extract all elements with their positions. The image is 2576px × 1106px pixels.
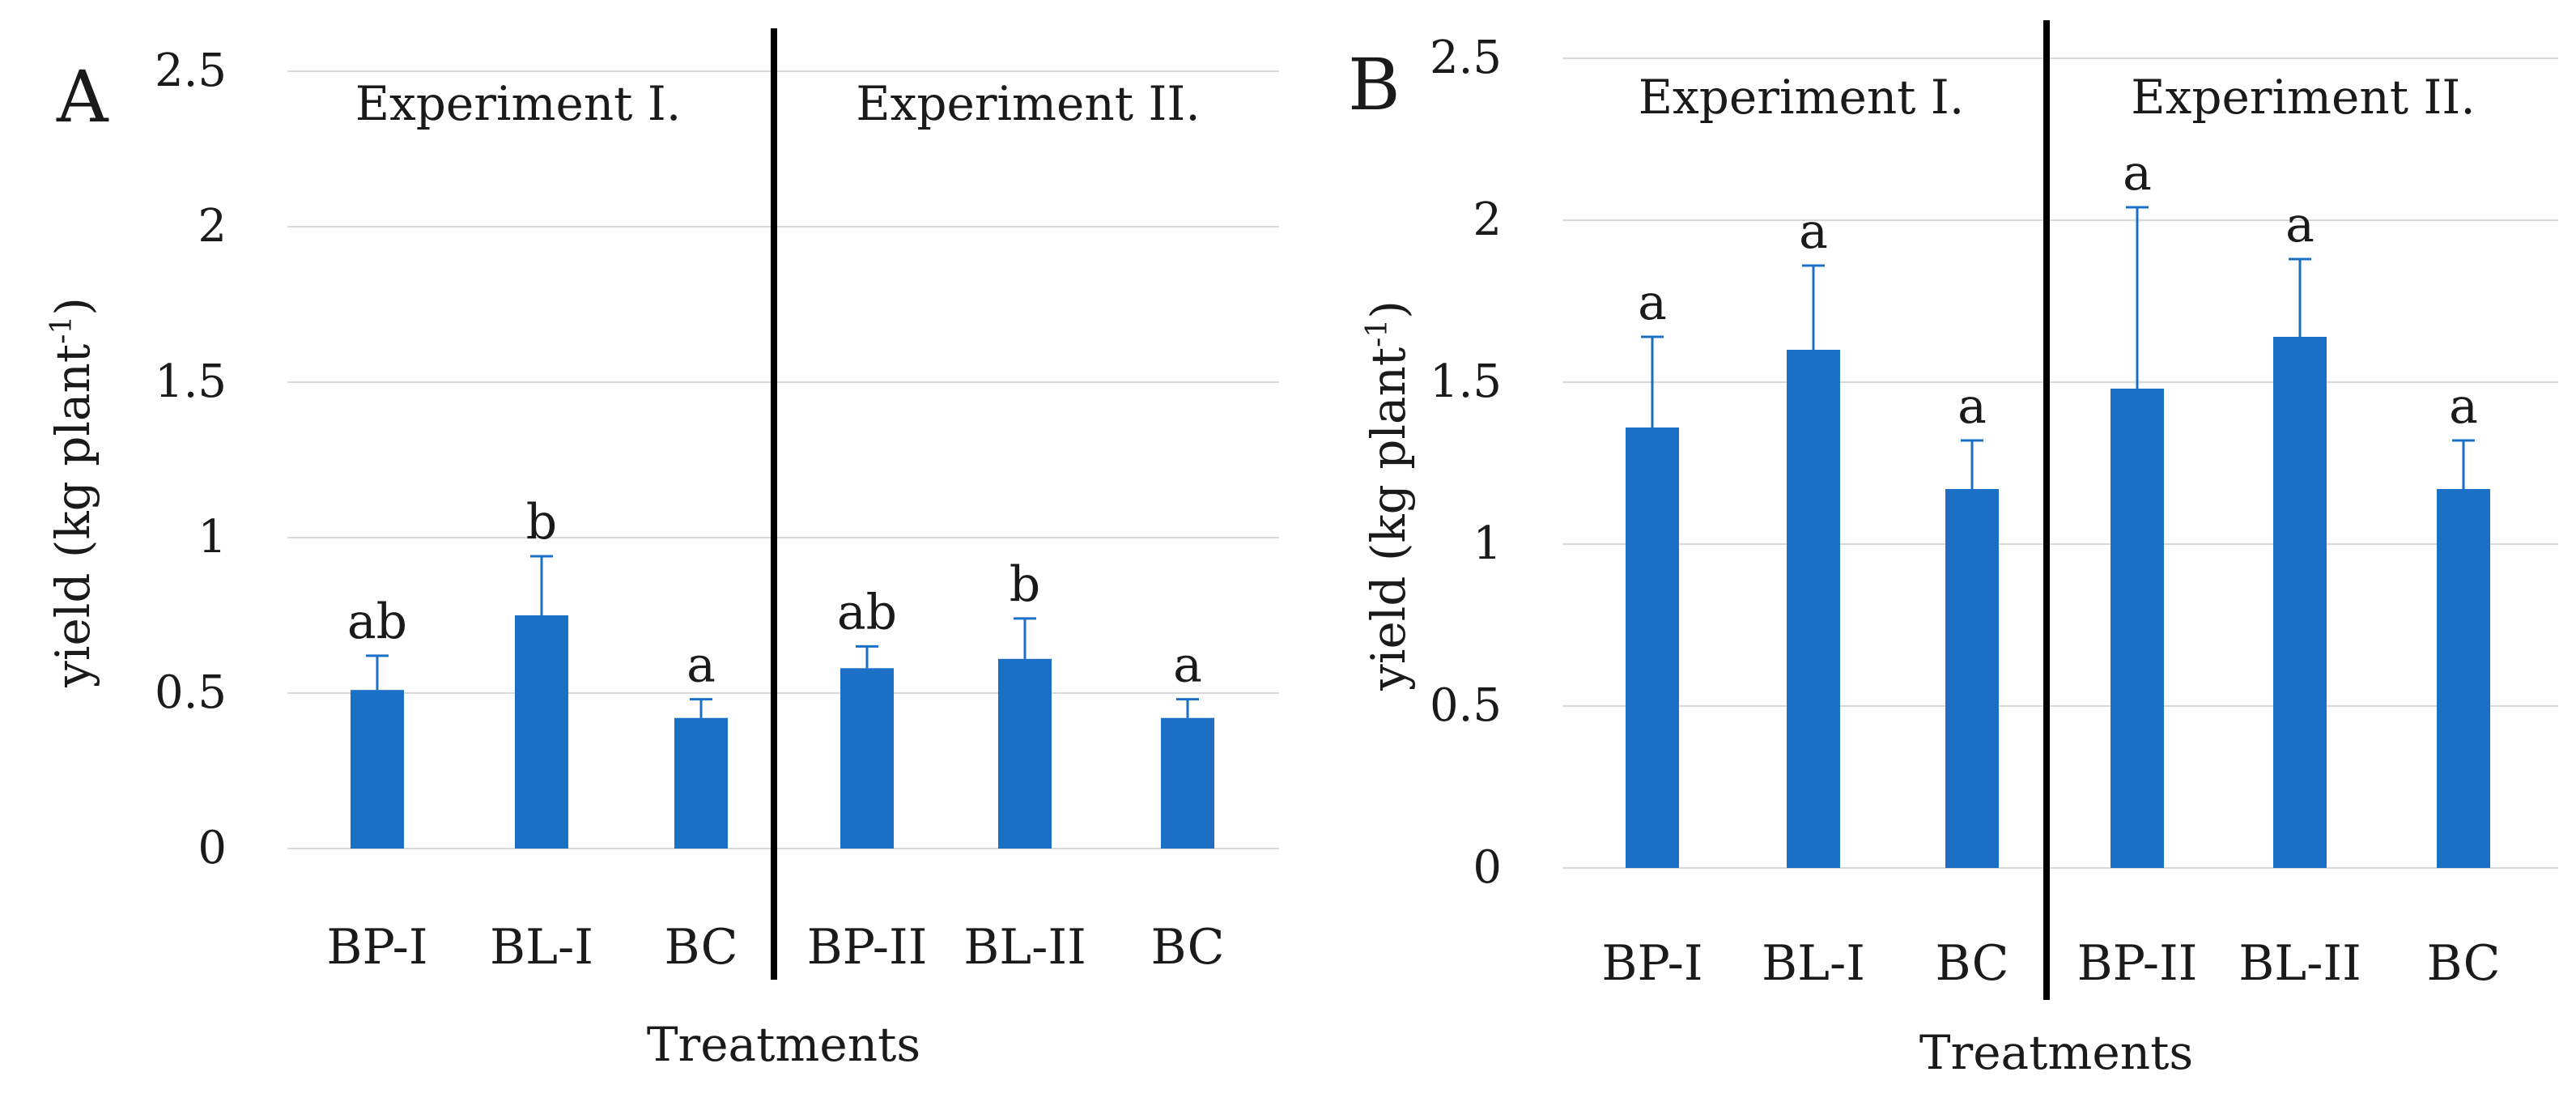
- panel-letter: A: [56, 55, 109, 138]
- y-tick-label: 2.5: [155, 45, 227, 97]
- x-tick-label: BP-I: [1601, 935, 1702, 992]
- bar-bp-ii: [2111, 389, 2164, 868]
- bar-bl-ii: [2273, 337, 2327, 868]
- x-tick-label: BL-I: [1762, 935, 1865, 992]
- bar-bc: [1945, 489, 1999, 868]
- x-tick-label: BC: [664, 919, 738, 976]
- error-bar: [1176, 698, 1199, 718]
- y-axis-title-superscript: -1: [1361, 319, 1394, 347]
- bar-bp-ii: [840, 668, 894, 849]
- experiment-label: Experiment II.: [856, 76, 1200, 131]
- error-bar: [2452, 439, 2475, 489]
- x-tick-label: BP-I: [326, 919, 427, 976]
- bar-bl-i: [515, 615, 568, 849]
- bar-bp-i: [1626, 428, 1679, 868]
- x-tick-label: BL-II: [2238, 935, 2361, 992]
- y-tick-label: 2: [1473, 194, 1502, 246]
- y-tick-label: 0: [198, 822, 227, 874]
- x-tick-label: BL-I: [490, 919, 593, 976]
- y-axis-title-close: ): [45, 297, 100, 316]
- chart-panel-a: 0 0.5 1 1.5 2 2.5 ab BP-I b BL-I a BC ab BP-II b BL-II a…: [45, 28, 1279, 1072]
- y-axis-title-main: yield (kg plant: [45, 344, 100, 688]
- error-bar: [856, 644, 878, 669]
- x-tick-label: BC: [1150, 919, 1224, 976]
- x-axis-title: Treatments: [1919, 1025, 2193, 1080]
- y-tick-label: 1: [1473, 517, 1502, 570]
- significance-label: a: [2123, 145, 2152, 202]
- significance-label: a: [1173, 637, 1202, 694]
- error-bar: [2289, 257, 2311, 337]
- bar-bl-ii: [998, 658, 1052, 849]
- significance-label: a: [2449, 378, 2478, 435]
- significance-label: b: [1010, 556, 1040, 613]
- y-tick-label: 2.5: [1430, 32, 1502, 84]
- y-tick-label: 0.5: [155, 666, 227, 719]
- y-tick-label: 0: [1473, 841, 1502, 894]
- y-axis-title: yield (kg plant-1): [1361, 300, 1416, 691]
- y-tick-label: 1.5: [155, 355, 227, 408]
- x-tick-label: BL-II: [963, 919, 1086, 976]
- panel-letter: B: [1348, 43, 1401, 126]
- y-axis-title-superscript: -1: [45, 316, 79, 344]
- significance-label: a: [1638, 274, 1667, 331]
- error-bar: [1961, 439, 1983, 489]
- significance-label: a: [2285, 197, 2315, 253]
- error-bar: [1802, 264, 1825, 350]
- error-bar: [530, 555, 553, 615]
- y-axis-title: yield (kg plant-1): [45, 297, 100, 688]
- bar-bp-i: [351, 690, 404, 849]
- y-tick-label: 0.5: [1430, 679, 1502, 732]
- error-bar: [1014, 617, 1036, 659]
- chart-panel-b: 0 0.5 1 1.5 2 2.5 a BP-I a BL-I a BC a BP-II a BL-II a BC…: [1348, 20, 2558, 1080]
- x-tick-label: BP-II: [2077, 935, 2198, 992]
- bar-bl-i: [1787, 350, 1840, 868]
- experiment-label: Experiment II.: [2131, 70, 2475, 125]
- error-bar: [690, 698, 712, 718]
- significance-label: a: [1958, 378, 1987, 435]
- significance-label: ab: [837, 584, 897, 640]
- y-tick-label: 1: [198, 511, 227, 564]
- error-bar: [1641, 335, 1664, 428]
- y-tick-label: 1.5: [1430, 355, 1502, 408]
- bar-bc: [674, 717, 728, 849]
- x-tick-label: BP-II: [807, 919, 928, 976]
- significance-label: a: [687, 637, 716, 694]
- x-tick-label: BC: [1935, 935, 2009, 992]
- bar-bc: [1161, 717, 1214, 849]
- y-axis-title-close: ): [1361, 300, 1416, 319]
- y-tick-label: 2: [198, 200, 227, 253]
- x-axis-title: Treatments: [647, 1017, 920, 1072]
- x-tick-label: BC: [2426, 935, 2500, 992]
- error-bar: [366, 654, 389, 691]
- experiment-label: Experiment I.: [1639, 70, 1965, 125]
- error-bar: [2126, 206, 2149, 389]
- significance-label: b: [526, 494, 557, 551]
- significance-label: a: [1799, 203, 1828, 260]
- experiment-label: Experiment I.: [355, 76, 682, 131]
- significance-label: ab: [347, 593, 407, 650]
- y-axis-title-main: yield (kg plant: [1361, 347, 1416, 691]
- bar-bc: [2437, 489, 2490, 868]
